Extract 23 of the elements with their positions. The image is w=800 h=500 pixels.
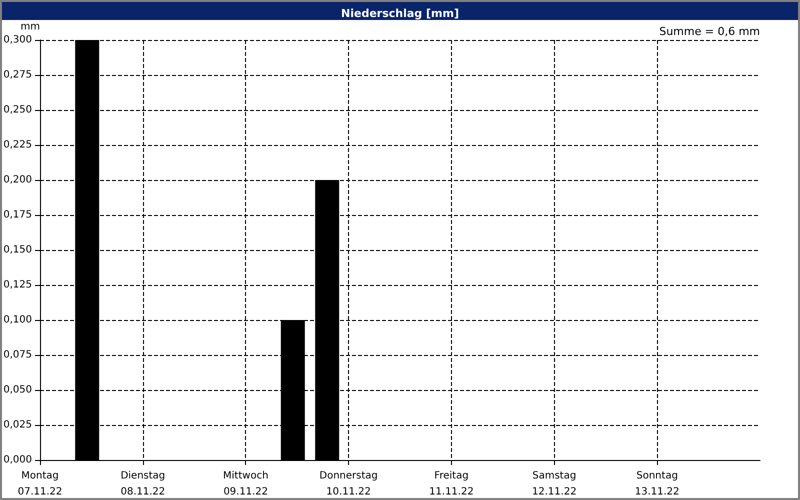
- y-tick-label: 0,200: [3, 174, 32, 186]
- x-tick-label: Samstag 12.11.22: [532, 470, 577, 498]
- y-tick-label: 0,250: [3, 104, 32, 116]
- x-tick-label: Montag 07.11.22: [18, 470, 62, 498]
- y-tick-label: 0,125: [3, 280, 32, 290]
- y-tick-label: 0,025: [3, 420, 32, 430]
- x-tick-label: Freitag 11.11.22: [429, 470, 474, 498]
- x-tick-label: Dienstag 08.11.22: [120, 470, 166, 498]
- y-tick-label: 0,075: [3, 350, 32, 360]
- text: Summe = 0,6 mm: [659, 25, 760, 38]
- y-tick-label: 0,000: [3, 454, 32, 466]
- y-tick-label: 0,150: [3, 244, 32, 256]
- x-tick-label: Sonntag 13.11.22: [634, 470, 680, 498]
- y-tick-label: 0,225: [3, 140, 32, 150]
- y-tick-label: 0,050: [3, 384, 32, 396]
- x-tick-label: Mittwoch 09.11.22: [223, 470, 268, 498]
- y-tick-label: 0,275: [3, 70, 32, 80]
- y-tick-label: 0,100: [3, 314, 32, 326]
- chart-title: Niederschlag [mm]: [341, 7, 459, 20]
- x-tick-label: Donnerstag 10.11.22: [319, 470, 378, 498]
- y-tick-label: 0,175: [3, 210, 32, 220]
- y-tick-label: 0,300: [3, 34, 32, 46]
- y-axis-title: mm: [20, 22, 40, 32]
